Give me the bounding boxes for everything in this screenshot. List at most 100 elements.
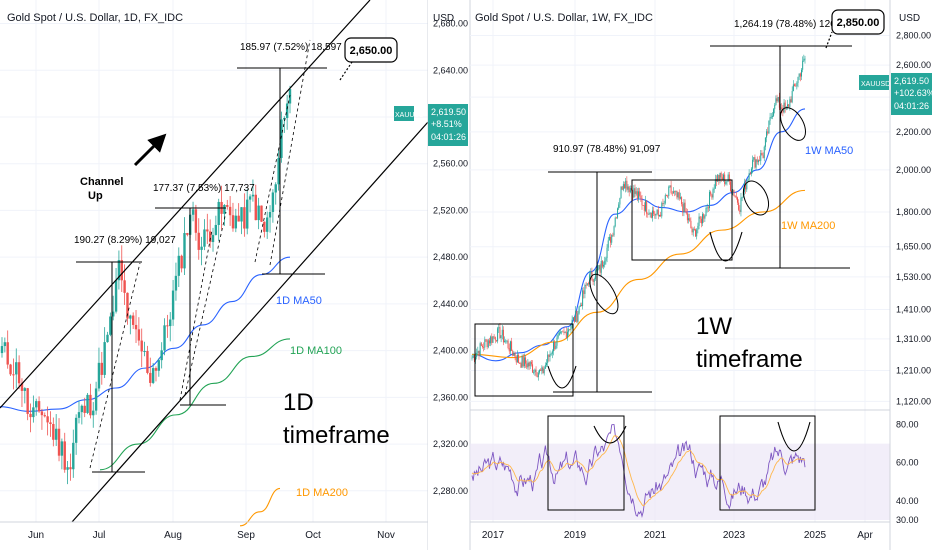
candle-body xyxy=(9,364,12,375)
candle-body xyxy=(0,346,4,354)
bottom-arc xyxy=(593,425,627,444)
candle-body xyxy=(89,394,92,416)
weekly-candle-body xyxy=(550,353,552,355)
weekly-candle-body xyxy=(729,181,731,191)
weekly-candle-body xyxy=(509,341,511,352)
candle-body xyxy=(143,351,146,353)
weekly-candle-body xyxy=(613,226,615,236)
weekly-candle-body xyxy=(481,345,483,347)
weekly-candle-body xyxy=(703,214,705,219)
weekly-candle-body xyxy=(606,247,608,259)
weekly-candle-body xyxy=(799,73,801,77)
weekly-candle-body xyxy=(771,115,773,117)
target-box-right xyxy=(831,9,885,35)
weekly-candle-body xyxy=(656,209,658,215)
weekly-candle-body xyxy=(760,152,762,161)
weekly-candle-body xyxy=(620,186,622,199)
weekly-candle-body xyxy=(761,152,763,156)
left-time-ticks: Jun Jul Aug Sep Oct Nov xyxy=(28,530,395,541)
left-price-axis[interactable]: USD xyxy=(428,0,470,550)
candle-body xyxy=(240,207,243,222)
candle-body xyxy=(146,351,149,373)
weekly-candle-body xyxy=(796,82,798,87)
candle-body xyxy=(72,442,75,470)
weekly-candle-body xyxy=(714,179,716,189)
candle-body xyxy=(49,422,52,424)
candle-body xyxy=(263,221,266,232)
weekly-candle-body xyxy=(732,190,734,193)
candle-body xyxy=(120,260,123,281)
weekly-candle-body xyxy=(632,190,634,198)
weekly-candle-body xyxy=(520,363,522,368)
weekly-candle-body xyxy=(719,172,721,182)
weekly-candle-body xyxy=(488,340,490,344)
weekly-candle-body xyxy=(615,217,617,219)
weekly-candle-body xyxy=(695,229,697,237)
weekly-candle-body xyxy=(477,350,479,354)
weekly-candle-body xyxy=(535,369,537,376)
rsi-y-tick-label: 80.00 xyxy=(896,420,919,430)
weekly-candle-body xyxy=(657,209,659,217)
weekly-candle-body xyxy=(521,356,523,368)
weekly-candle-body xyxy=(782,109,784,113)
weekly-candle-body xyxy=(702,214,704,224)
weekly-candle-body xyxy=(604,260,606,265)
weekly-candle-body xyxy=(748,173,750,180)
weekly-candle-body xyxy=(790,99,792,103)
weekly-candle-body xyxy=(473,355,475,361)
weekly-candle-body xyxy=(516,354,518,363)
candle-body xyxy=(106,334,109,343)
weekly-candle-body xyxy=(582,290,584,307)
weekly-candle-body xyxy=(774,104,776,110)
weekly-candle-body xyxy=(563,331,565,333)
weekly-candle-body xyxy=(728,174,730,182)
weekly-candle-body xyxy=(586,283,588,286)
candle-body xyxy=(177,255,180,276)
weekly-candle-body xyxy=(801,69,803,77)
weekly-candle-body xyxy=(628,186,630,193)
weekly-candle-body xyxy=(556,337,558,346)
rsi-y-tick-label: 60.00 xyxy=(896,458,919,468)
candle-body xyxy=(169,319,172,327)
right-annotations: 910.97 (78.48%) 91,097 1,264.19 (78.48%)… xyxy=(553,9,885,373)
candle-body xyxy=(57,428,61,456)
weekly-candle-body xyxy=(573,317,575,322)
right-y-tick-label: 2,200.00 xyxy=(896,127,931,137)
weekly-candle-body xyxy=(504,340,506,343)
weekly-candle-body xyxy=(483,346,485,348)
channel-lower-line xyxy=(71,121,429,523)
candle-body xyxy=(6,342,9,365)
weekly-candle-body xyxy=(769,117,771,121)
weekly-candle-body xyxy=(497,328,499,342)
left-drawings xyxy=(0,0,429,523)
weekly-candle-body xyxy=(679,197,681,199)
weekly-candle-body xyxy=(578,306,580,314)
rsi-line xyxy=(471,424,806,518)
right-price-axis[interactable]: USD xyxy=(899,13,920,24)
candle-body xyxy=(180,255,183,269)
weekly-candle-body xyxy=(498,327,500,329)
candle-body xyxy=(251,194,255,197)
left-y-tick-label: 2,400.00 xyxy=(433,346,468,356)
weekly-candle-body xyxy=(485,339,487,341)
measurement-label-1: 190.27 (8.29%) 19,027 xyxy=(74,235,176,246)
right-y-tick-label: 1,310.00 xyxy=(896,334,931,344)
weekly-candle-body xyxy=(718,174,720,182)
candle-body xyxy=(200,246,203,250)
candle-body xyxy=(214,224,218,235)
weekly-candle-body xyxy=(684,202,686,212)
weekly-candle-body xyxy=(506,340,508,342)
weekly-candle-body xyxy=(527,362,529,368)
weekly-candle-body xyxy=(735,196,737,198)
weekly-candle-body xyxy=(783,102,785,113)
weekly-candle-body xyxy=(593,279,595,282)
weekly-candle-body xyxy=(736,197,738,203)
weekly-candle-body xyxy=(802,60,804,70)
weekly-candle-body xyxy=(486,339,488,348)
right-moving-averages xyxy=(471,108,806,362)
left-x-tick-label: Jun xyxy=(28,530,44,541)
weekly-candle-body xyxy=(642,205,644,206)
weekly-candle-body xyxy=(641,198,643,206)
weekly-candle-body xyxy=(622,184,624,190)
right-last-price: 2,619.50 xyxy=(894,76,929,86)
